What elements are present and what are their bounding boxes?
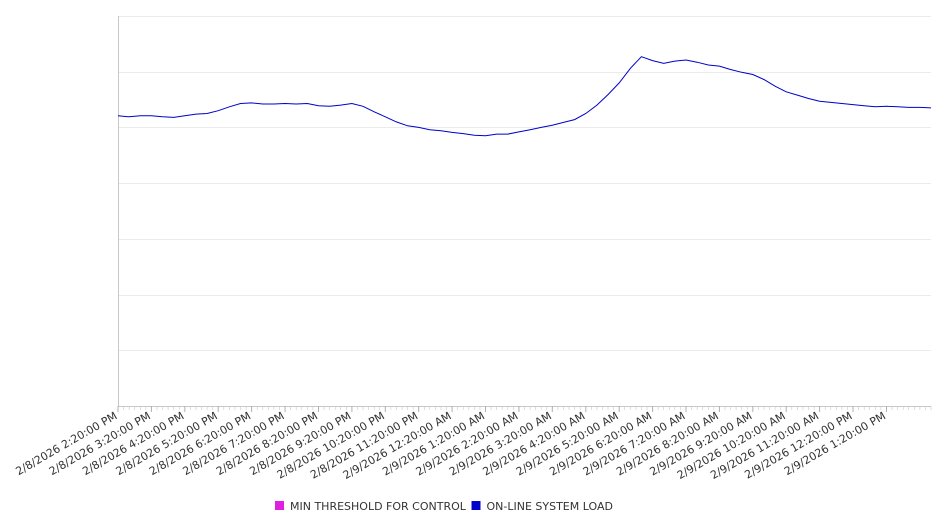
series-line-on-line-system-load bbox=[117, 56, 932, 137]
x-tick-labels: 2/8/2026 2:20:00 PM2/8/2026 3:20:00 PM2/… bbox=[13, 406, 888, 482]
y-gridlines bbox=[118, 16, 931, 351]
series-layer bbox=[117, 56, 932, 137]
legend[interactable]: MIN THRESHOLD FOR CONTROL ON-LINE SYSTEM … bbox=[275, 500, 613, 513]
legend-swatch[interactable] bbox=[471, 501, 481, 510]
legend-swatch[interactable] bbox=[275, 501, 284, 510]
legend-label[interactable]: ON-LINE SYSTEM LOAD bbox=[487, 500, 613, 513]
legend-label[interactable]: MIN THRESHOLD FOR CONTROL bbox=[290, 500, 467, 513]
